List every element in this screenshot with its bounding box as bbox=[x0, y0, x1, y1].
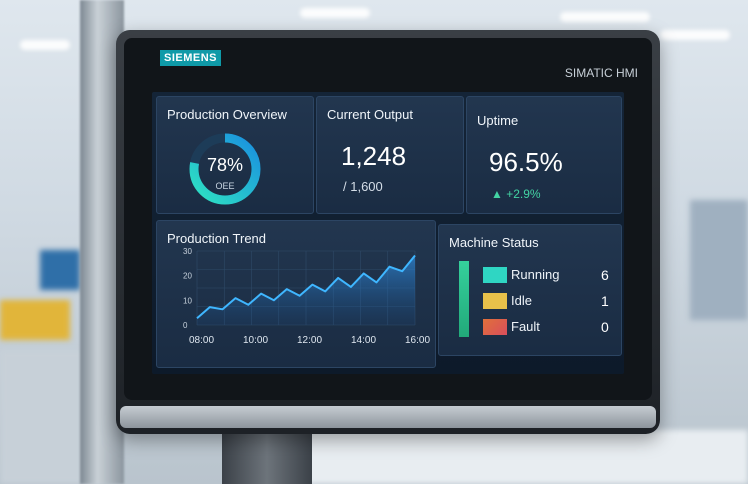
output-target: / 1,600 bbox=[343, 179, 383, 194]
output-value: 1,248 bbox=[341, 141, 407, 171]
panel-title: Production Trend bbox=[167, 231, 267, 246]
status-row-running[interactable]: Running 6 bbox=[483, 267, 609, 283]
oee-donut-chart bbox=[189, 133, 261, 205]
ceiling-light bbox=[660, 30, 730, 40]
status-row-fault[interactable]: Fault 0 bbox=[483, 319, 609, 335]
background-machine bbox=[0, 300, 70, 340]
status-count: 1 bbox=[601, 293, 609, 309]
uptime-panel[interactable]: Uptime 96.5% ▲ +2.9% bbox=[466, 96, 622, 214]
arrow-up-icon: ▲ bbox=[491, 187, 503, 201]
status-label: Running bbox=[511, 267, 560, 282]
status-label: Fault bbox=[511, 319, 540, 334]
uptime-change: ▲ +2.9% bbox=[491, 187, 541, 201]
brand-logo: SIEMENS bbox=[160, 50, 222, 66]
x-tick-label: 08:00 bbox=[189, 335, 214, 346]
idle-swatch bbox=[483, 293, 507, 309]
trend-line bbox=[196, 254, 416, 320]
production-overview-panel[interactable]: Production Overview 78% OEE bbox=[156, 96, 314, 214]
x-tick-label: 10:00 bbox=[243, 335, 268, 346]
panel-title: Current Output bbox=[327, 107, 413, 122]
background-table bbox=[300, 430, 748, 484]
ceiling-light bbox=[20, 40, 70, 50]
hmi-monitor: SIEMENS SIMATIC HMI Production Overview … bbox=[116, 30, 660, 434]
status-row-idle[interactable]: Idle 1 bbox=[483, 293, 609, 309]
model-label: SIMATIC HMI bbox=[564, 66, 638, 80]
status-count: 6 bbox=[601, 267, 609, 283]
panel-title: Machine Status bbox=[449, 235, 539, 250]
current-output-panel[interactable]: Current Output 1,248 / 1,600 bbox=[316, 96, 464, 214]
ceiling-light bbox=[560, 12, 650, 22]
panel-title: Uptime bbox=[477, 113, 519, 128]
machine-status-panel[interactable]: Machine Status Running 6 Idle 1 Fault 0 bbox=[438, 224, 622, 356]
ceiling-light bbox=[300, 8, 370, 18]
monitor-bottom-bar bbox=[120, 406, 656, 428]
hmi-screen: Production Overview 78% OEE Current Outp… bbox=[152, 92, 624, 374]
production-trend-panel[interactable]: Production Trend 30 20 10 0 08:00 10:00 12:00 1… bbox=[156, 220, 436, 368]
x-tick-label: 12:00 bbox=[297, 335, 322, 346]
status-indicator-bar bbox=[459, 261, 469, 337]
panel-title: Production Overview bbox=[167, 107, 287, 122]
background-machine bbox=[690, 200, 748, 320]
background-machine bbox=[40, 250, 80, 290]
status-label: Idle bbox=[511, 293, 532, 308]
y-tick-label: 30 bbox=[183, 247, 192, 256]
production-trend-chart: 30 20 10 008:00 10:00 12:00 14:00 16:00 bbox=[183, 247, 430, 346]
oee-percent: 78% bbox=[206, 155, 244, 175]
y-tick-label: 10 bbox=[183, 296, 192, 305]
monitor-stand bbox=[222, 428, 312, 484]
y-tick-label: 0 bbox=[183, 321, 188, 330]
y-tick-label: 20 bbox=[183, 272, 192, 281]
running-swatch bbox=[483, 267, 507, 283]
uptime-change-value: +2.9% bbox=[506, 187, 541, 201]
fault-swatch bbox=[483, 319, 507, 335]
status-count: 0 bbox=[601, 319, 609, 335]
uptime-value: 96.5% bbox=[489, 147, 563, 177]
x-tick-label: 16:00 bbox=[405, 335, 430, 346]
x-tick-label: 14:00 bbox=[351, 335, 376, 346]
oee-label: OEE bbox=[215, 181, 235, 191]
